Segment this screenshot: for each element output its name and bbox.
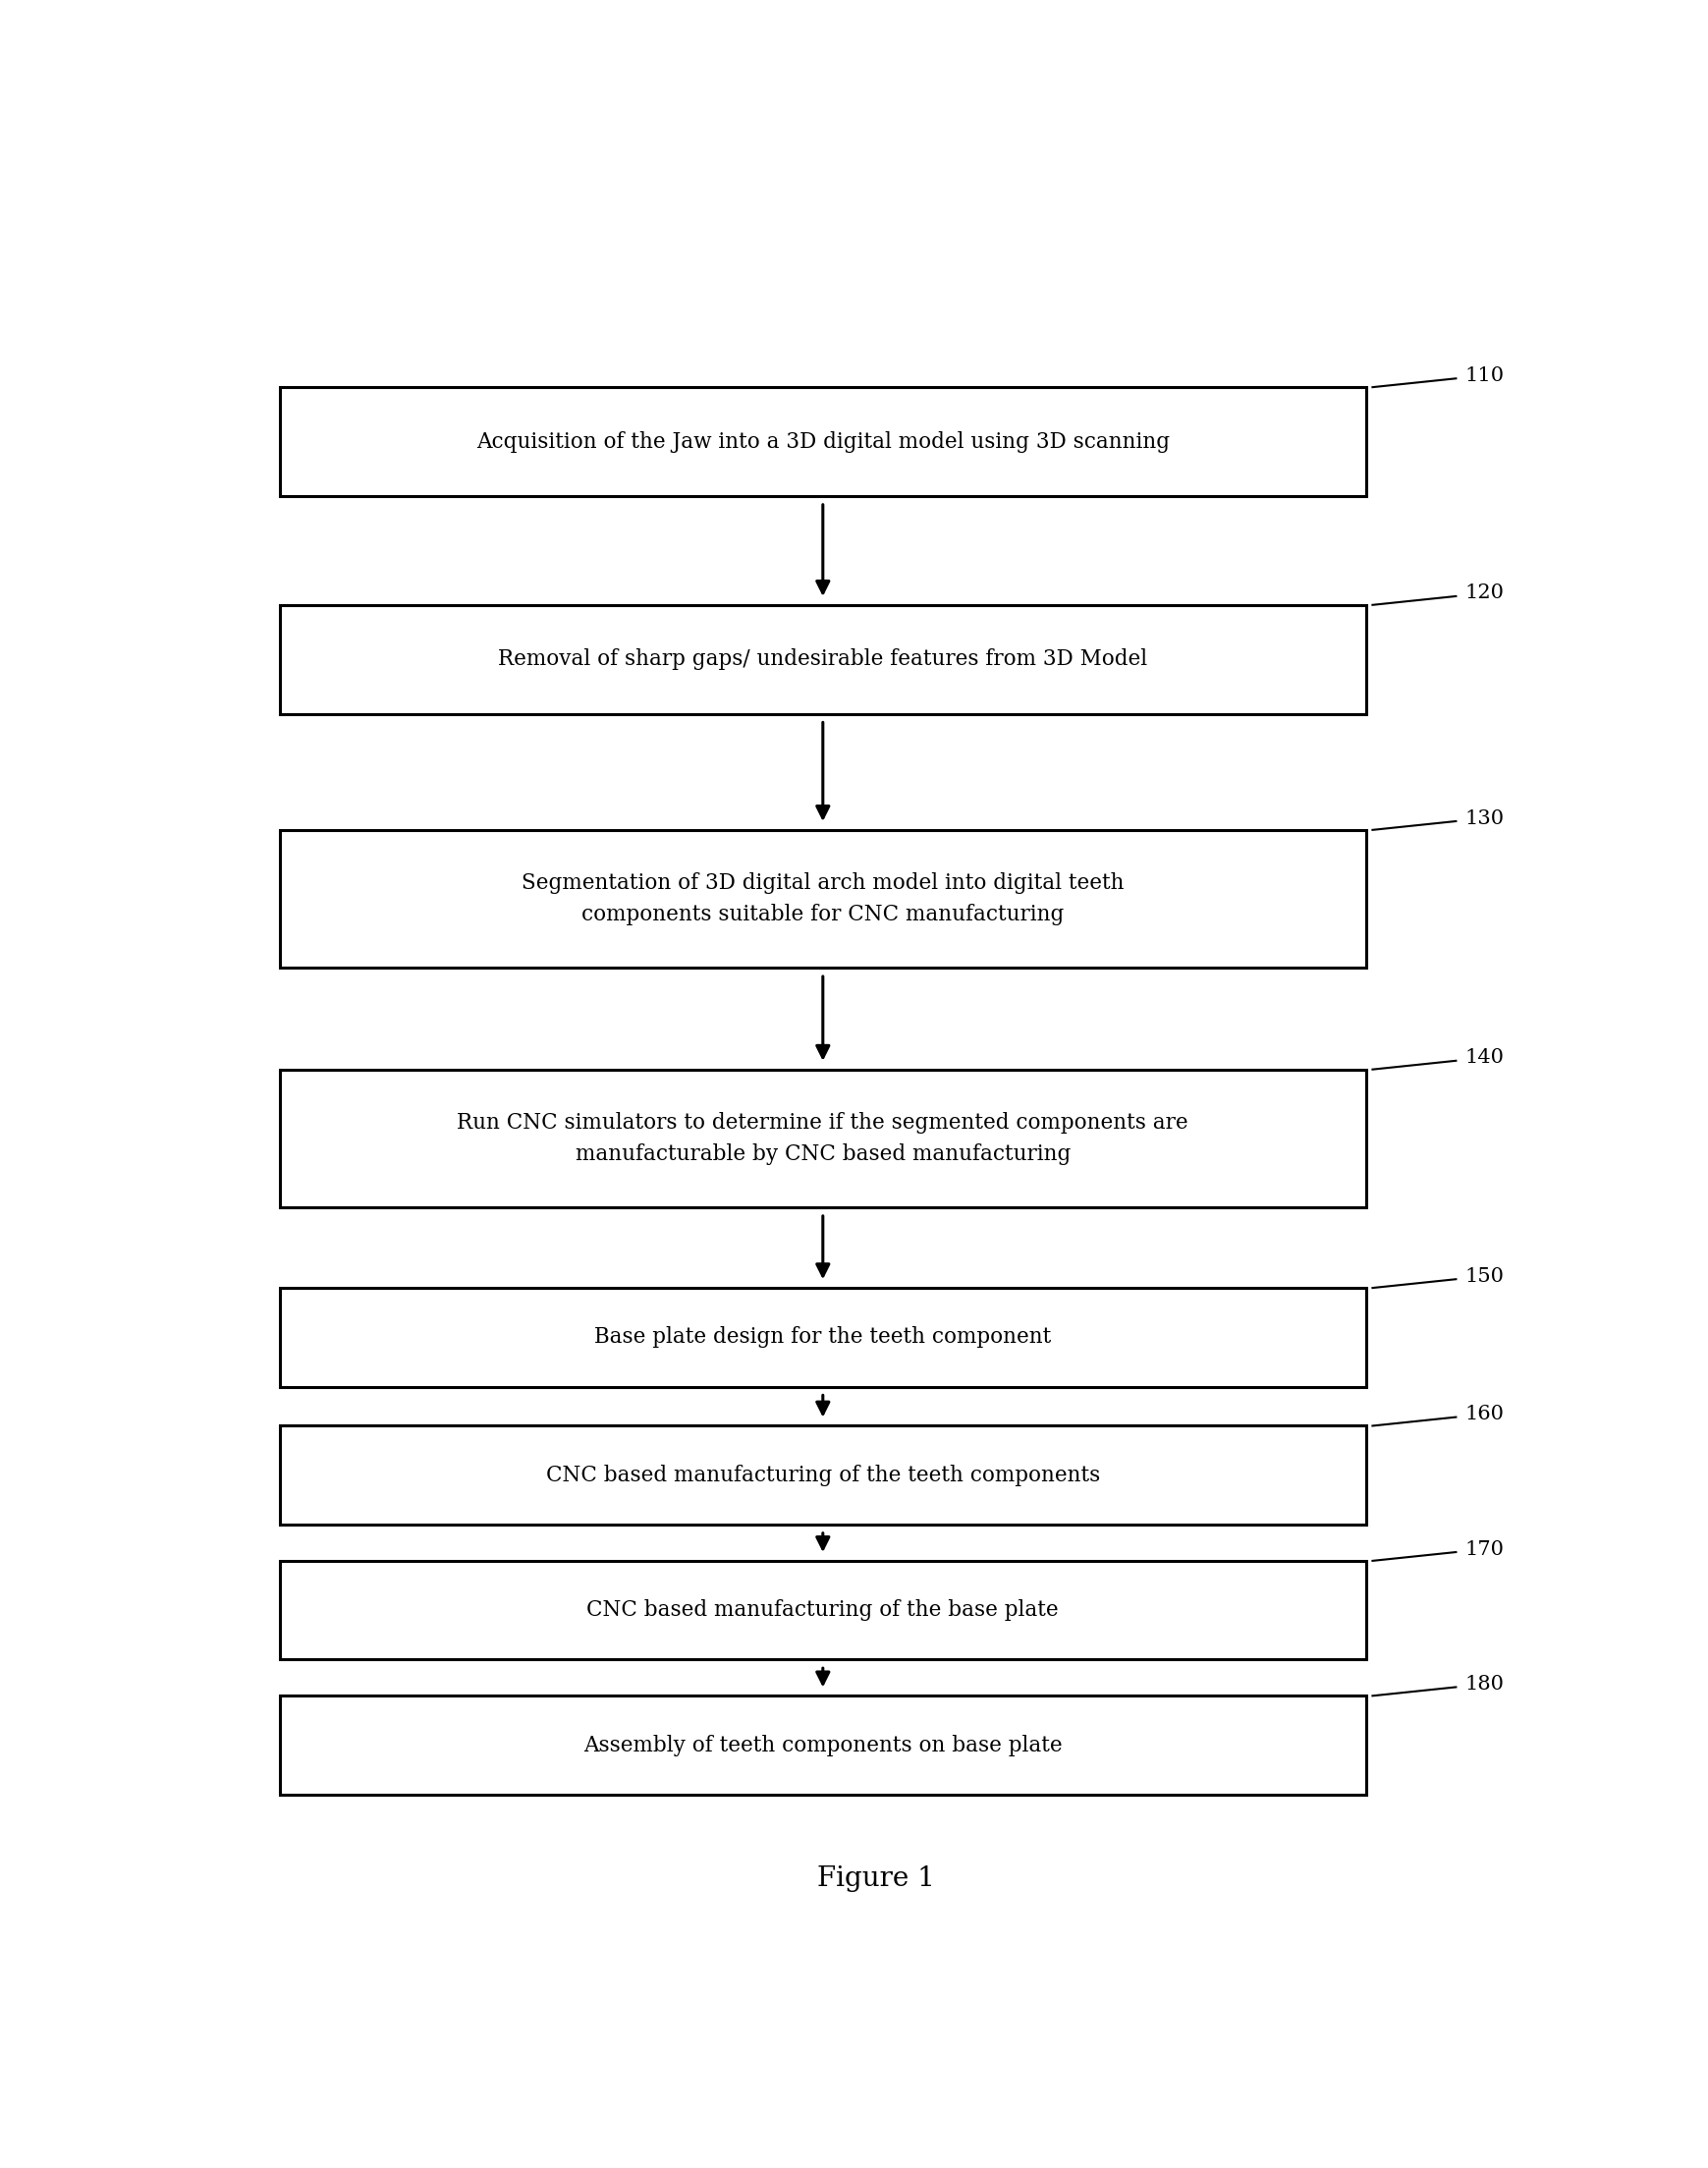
Text: Assembly of teeth components on base plate: Assembly of teeth components on base pla…	[582, 1734, 1062, 1756]
Bar	[280, 1561, 1365, 1659]
Text: 130: 130	[1464, 809, 1503, 828]
Text: 110: 110	[1464, 366, 1503, 386]
Text: 150: 150	[1464, 1266, 1503, 1286]
Text: 140: 140	[1464, 1049, 1503, 1067]
Bar	[280, 1288, 1365, 1388]
Bar	[280, 830, 1365, 967]
Text: Base plate design for the teeth component: Base plate design for the teeth componen…	[594, 1327, 1050, 1348]
Bar	[280, 605, 1365, 713]
Text: 180: 180	[1464, 1676, 1503, 1693]
Bar	[280, 388, 1365, 496]
Text: CNC based manufacturing of the teeth components: CNC based manufacturing of the teeth com…	[545, 1463, 1100, 1485]
Text: Acquisition of the Jaw into a 3D digital model using 3D scanning: Acquisition of the Jaw into a 3D digital…	[477, 431, 1168, 453]
Bar	[280, 1427, 1365, 1524]
Text: Run CNC simulators to determine if the segmented components are
manufacturable b: Run CNC simulators to determine if the s…	[458, 1112, 1187, 1164]
Text: 160: 160	[1464, 1405, 1503, 1424]
Bar	[280, 1695, 1365, 1795]
Text: Figure 1: Figure 1	[816, 1864, 934, 1893]
Text: 120: 120	[1464, 583, 1503, 603]
Text: 170: 170	[1464, 1539, 1503, 1559]
Text: Segmentation of 3D digital arch model into digital teeth
components suitable for: Segmentation of 3D digital arch model in…	[521, 872, 1124, 926]
Text: Removal of sharp gaps/ undesirable features from 3D Model: Removal of sharp gaps/ undesirable featu…	[499, 648, 1146, 670]
Text: CNC based manufacturing of the base plate: CNC based manufacturing of the base plat…	[586, 1600, 1059, 1622]
Bar	[280, 1069, 1365, 1208]
